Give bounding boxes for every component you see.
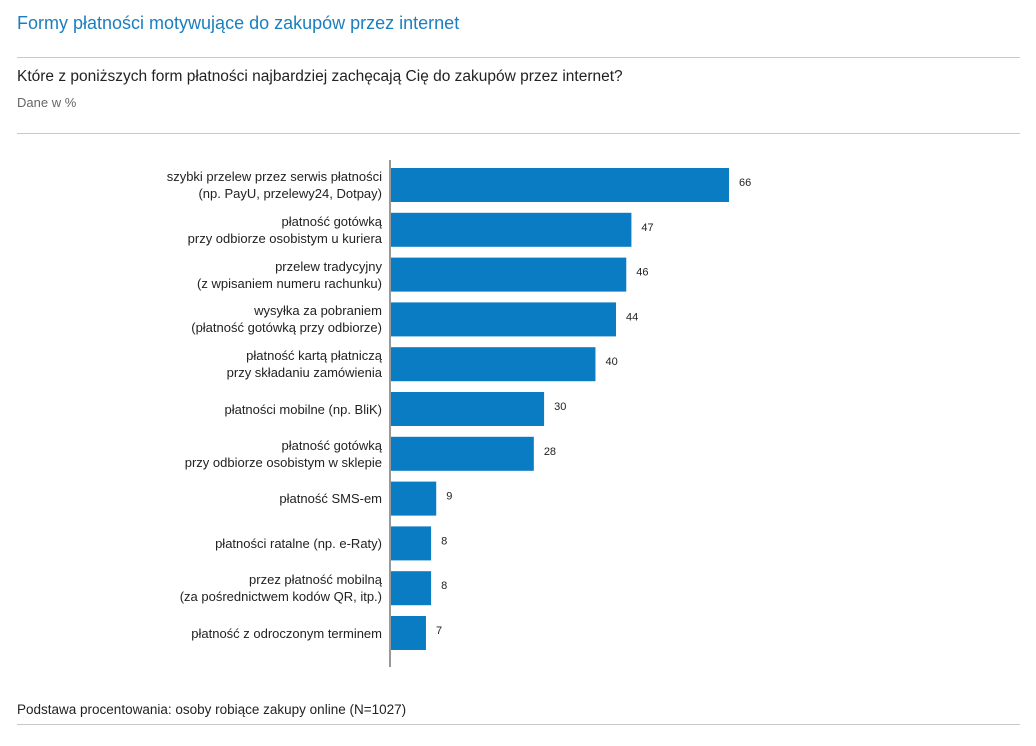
category-label-line: płatność kartą płatniczą	[246, 348, 382, 364]
bar	[391, 392, 545, 426]
category-label-line: przy odbiorze osobistym u kuriera	[187, 230, 382, 246]
category-label-line: przelew tradycyjny	[275, 258, 382, 274]
bar	[391, 571, 432, 606]
category-label-line: przez płatność mobilną	[249, 572, 382, 588]
data-label: 8	[441, 535, 447, 547]
category-label: płatność kartą płatniczą przy składaniu z…	[227, 347, 382, 381]
bar	[391, 481, 437, 516]
divider	[17, 724, 1020, 725]
bar	[391, 436, 534, 471]
category-label: płatność gotówką przy odbiorze osobistym …	[188, 213, 382, 247]
category-label-line: szybki przelew przez serwis płatności	[166, 169, 382, 184]
data-label: 8	[441, 580, 447, 592]
category-label: płatności ratalne (np. e-Raty)	[215, 535, 382, 552]
page-title: Formy płatności motywujące do zakupów pr…	[17, 13, 460, 33]
footnote: Podstawa procentowania: osoby robiące za…	[17, 702, 407, 717]
divider	[17, 133, 1020, 134]
category-label: wysyłka za pobraniem (płatność gotówką pr…	[191, 302, 382, 336]
data-label: 28	[544, 446, 556, 458]
data-label: 44	[626, 311, 638, 323]
category-label-line: (z wpisaniem numeru rachunku)	[197, 275, 382, 291]
category-label-line: płatność gotówką	[281, 437, 382, 453]
bar	[391, 526, 432, 561]
bar	[391, 257, 627, 292]
data-label: 66	[739, 177, 751, 189]
category-label-line: (płatność gotówką przy odbiorze)	[191, 320, 382, 336]
question-text: Które z poniższych form płatności najbar…	[17, 68, 623, 85]
data-label: 30	[554, 401, 566, 413]
data-label: 40	[605, 356, 617, 368]
divider	[17, 57, 1020, 58]
data-label: 46	[636, 267, 648, 279]
category-label-line: przy składaniu zamówienia	[226, 365, 382, 381]
category-label: przelew tradycyjny (z wpisaniem numeru ra…	[197, 258, 382, 292]
data-label: 7	[436, 625, 442, 637]
data-label: 47	[641, 222, 653, 234]
category-label-line: płatności mobilne (np. BliK)	[224, 401, 382, 417]
bar	[391, 616, 426, 650]
category-label-line: płatności ratalne (np. e-Raty)	[215, 535, 382, 551]
bar	[391, 347, 596, 382]
category-label-line: płatność gotówką	[281, 213, 382, 229]
category-label-line: płatność SMS-em	[279, 491, 382, 507]
category-label-line: przy odbiorze osobistym w sklepie	[184, 454, 382, 470]
chart-subtitle: Dane w %	[17, 95, 77, 110]
category-label-line: płatność z odroczonym terminem	[191, 625, 382, 641]
category-label: płatność z odroczonym terminem	[191, 625, 382, 642]
category-label: płatność gotówką przy odbiorze osobistym …	[185, 437, 382, 471]
category-label: płatności mobilne (np. BliK)	[224, 401, 382, 418]
category-label: przez płatność mobilną (za pośrednictwem …	[180, 571, 382, 605]
bar	[391, 302, 616, 337]
data-label: 9	[446, 491, 452, 503]
category-label-line: (za pośrednictwem kodów QR, itp.)	[179, 589, 382, 605]
category-label-line: wysyłka za pobraniem	[254, 303, 382, 319]
bar	[391, 168, 729, 202]
category-label: płatność SMS-em	[279, 490, 382, 507]
bar	[391, 212, 632, 247]
category-label: szybki przelew przez serwis płatności (np…	[167, 168, 382, 202]
category-label-line: (np. PayU, przelewy24, Dotpay)	[198, 186, 382, 201]
